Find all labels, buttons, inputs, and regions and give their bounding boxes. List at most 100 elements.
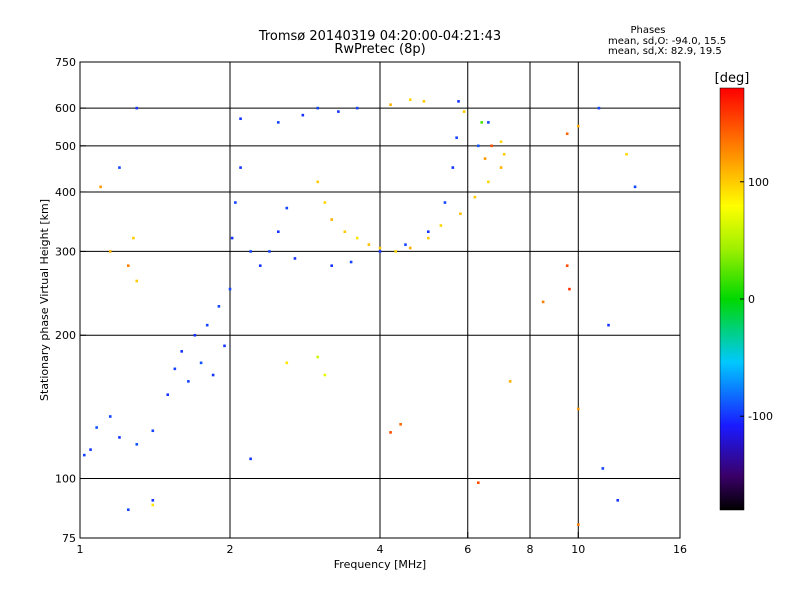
data-point-o: [443, 201, 447, 204]
data-point-o: [426, 230, 430, 234]
data-point-o: [276, 121, 280, 124]
data-point-x: [99, 185, 102, 189]
data-point-o: [355, 106, 359, 110]
data-point-o: [166, 393, 170, 397]
data-point-o: [597, 106, 601, 110]
colorbar-tick-label: 100: [748, 176, 769, 189]
data-point-o: [118, 436, 121, 439]
x-tick-label: 16: [673, 543, 687, 556]
data-point-x: [565, 132, 569, 136]
y-tick-label: 300: [55, 245, 76, 258]
y-axis-label: Stationary phase Virtual Height [km]: [38, 199, 51, 401]
data-point-o: [126, 508, 130, 512]
data-point-o: [95, 426, 98, 429]
x-tick-label: 4: [377, 543, 384, 556]
data-point-o: [457, 100, 460, 103]
data-point-x: [316, 355, 320, 359]
data-point-x: [135, 279, 139, 283]
data-point-x: [394, 250, 397, 253]
data-point-o: [151, 429, 155, 433]
x-tick-label: 10: [571, 543, 585, 556]
data-point-o: [451, 166, 455, 169]
data-points: [82, 98, 637, 526]
data-point-o: [404, 243, 407, 246]
x-tick-label: 2: [227, 543, 234, 556]
data-point-x: [576, 124, 580, 128]
data-point-o: [477, 144, 480, 148]
data-point-o: [205, 323, 209, 327]
data-point-x: [541, 300, 545, 304]
y-tick-label: 200: [55, 329, 76, 342]
data-point-x: [408, 246, 412, 250]
data-point-x: [459, 212, 462, 216]
x-tick-label: 1: [77, 543, 84, 556]
data-point-x: [408, 98, 412, 101]
data-point-o: [193, 333, 197, 337]
y-tick-label: 500: [55, 140, 76, 153]
data-point-o: [82, 453, 86, 457]
y-tick-label: 750: [55, 56, 76, 69]
data-point-o: [258, 264, 262, 267]
data-point-x: [330, 218, 334, 221]
data-point-o: [316, 106, 320, 110]
data-point-o: [199, 361, 203, 365]
data-point-x: [499, 140, 503, 144]
data-point-x: [625, 152, 628, 156]
data-point-x: [132, 236, 135, 240]
data-point-x: [462, 110, 466, 113]
data-point-x: [487, 180, 490, 184]
data-point-x: [477, 481, 480, 485]
data-point-o: [249, 457, 252, 461]
colorbar-tick-label: 0: [748, 293, 755, 306]
chart-title: Tromsø 20140319 04:20:00-04:21:43: [258, 29, 501, 44]
data-point-x: [480, 121, 484, 124]
data-point-o: [616, 499, 620, 502]
data-point-x: [508, 380, 512, 383]
data-point-o: [187, 380, 190, 383]
data-point-o: [223, 344, 226, 348]
data-point-o: [135, 106, 139, 110]
data-point-x: [151, 503, 155, 507]
data-point-x: [565, 264, 569, 267]
data-point-o: [268, 250, 271, 253]
legend-title: Phases: [630, 25, 665, 36]
data-point-o: [151, 499, 155, 502]
data-point-x: [378, 246, 382, 250]
data-point-o: [217, 305, 221, 308]
data-point-o: [211, 373, 215, 377]
data-point-o: [135, 443, 139, 446]
data-point-x: [483, 157, 487, 160]
data-point-o: [228, 287, 232, 291]
data-point-x: [323, 201, 327, 204]
data-point-x: [323, 373, 327, 377]
data-point-o: [285, 206, 289, 210]
data-point-o: [607, 323, 610, 327]
data-point-x: [576, 523, 580, 526]
data-point-o: [601, 467, 605, 470]
data-point-x: [439, 224, 443, 227]
chart-subtitle: RwPretec (8p): [334, 42, 425, 57]
x-tick-label: 6: [464, 543, 471, 556]
x-axis-label: Frequency [MHz]: [334, 558, 426, 571]
y-tick-label: 600: [55, 102, 76, 115]
data-point-o: [249, 250, 252, 253]
data-point-o: [180, 350, 184, 353]
data-point-o: [337, 110, 340, 113]
colorbar-ticks: 100 0 -100: [740, 176, 773, 423]
data-point-x: [499, 166, 503, 169]
data-point-x: [285, 361, 289, 365]
data-point-o: [89, 448, 92, 451]
colorbar-label: [deg]: [715, 71, 750, 86]
data-point-x: [426, 236, 430, 240]
data-point-o: [234, 201, 237, 204]
colorbar-tick-label: -100: [748, 410, 773, 423]
legend-line-x: mean, sd,X: 82.9, 19.5: [608, 46, 722, 57]
data-point-o: [118, 166, 121, 169]
data-point-o: [633, 185, 637, 189]
data-point-o: [293, 257, 297, 260]
data-point-x: [367, 243, 371, 246]
data-point-o: [108, 415, 112, 418]
data-point-x: [568, 287, 571, 291]
data-point-o: [349, 260, 353, 264]
